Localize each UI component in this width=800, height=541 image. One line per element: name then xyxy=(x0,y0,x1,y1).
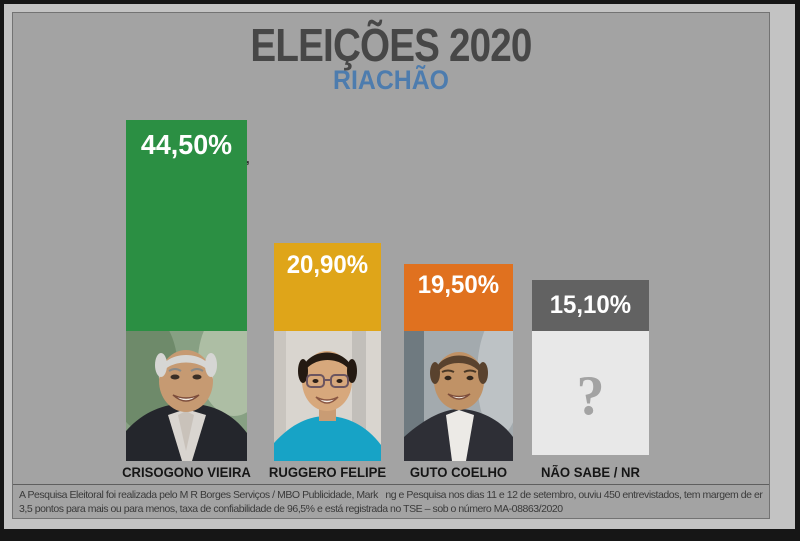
percentage-label: 19,50% xyxy=(417,271,500,299)
percentage-label: 15,10% xyxy=(549,291,632,319)
unknown-placeholder-box: ? xyxy=(532,331,649,455)
candidate-name: NÃO SABE / NR xyxy=(541,465,640,480)
candidate-photo-crisogono-vieira xyxy=(126,331,247,461)
elder-man-portrait-graphic xyxy=(126,331,247,461)
poll-subtitle: RIACHÃO xyxy=(333,65,449,96)
poll-title: ELEIÇÕES 2020 xyxy=(250,19,532,71)
candidate-photo-ruggero-felipe xyxy=(274,331,381,461)
page-frame: ELEIÇÕES 2020 RIACHÃO 44,50% xyxy=(4,4,795,529)
footer-line-2: 3,5 pontos para mais ou para menos, taxa… xyxy=(19,503,563,516)
result-bar-nao-sabe: 15,10% xyxy=(532,280,649,331)
candidate-name: CRISOGONO VIEIRA xyxy=(122,465,251,480)
candidate-name: RUGGERO FELIPE xyxy=(268,465,387,480)
percentage-label: 44,50% xyxy=(140,129,233,160)
stray-comma-mark: , xyxy=(246,151,250,166)
candidate-column-ruggero-felipe: 20,90% xyxy=(269,13,386,518)
poll-panel: ELEIÇÕES 2020 RIACHÃO 44,50% xyxy=(12,12,770,519)
man-in-suit-portrait-graphic xyxy=(404,331,513,461)
question-mark-glyph: ? xyxy=(576,365,605,427)
candidate-name: GUTO COELHO xyxy=(409,465,508,480)
chart-area: 44,50% xyxy=(13,13,769,518)
poll-header: ELEIÇÕES 2020 RIACHÃO xyxy=(13,21,769,94)
result-bar-crisogono-vieira: 44,50% xyxy=(126,120,247,331)
candidate-column-nao-sabe: 15,10% ? NÃO SABE / NR xyxy=(532,13,649,518)
footer-line-1: A Pesquisa Eleitoral foi realizada pelo … xyxy=(19,489,763,501)
candidate-photo-guto-coelho xyxy=(404,331,513,461)
young-man-portrait-graphic xyxy=(274,331,381,461)
percentage-label: 20,90% xyxy=(286,251,369,279)
result-bar-ruggero-felipe: 20,90% xyxy=(274,243,381,331)
candidate-column-crisogono-vieira: 44,50% xyxy=(122,13,251,518)
candidate-column-guto-coelho: 19,50% xyxy=(404,13,513,518)
methodology-footer-box: A Pesquisa Eleitoral foi realizada pelo … xyxy=(13,484,769,518)
result-bar-guto-coelho: 19,50% xyxy=(404,264,513,331)
